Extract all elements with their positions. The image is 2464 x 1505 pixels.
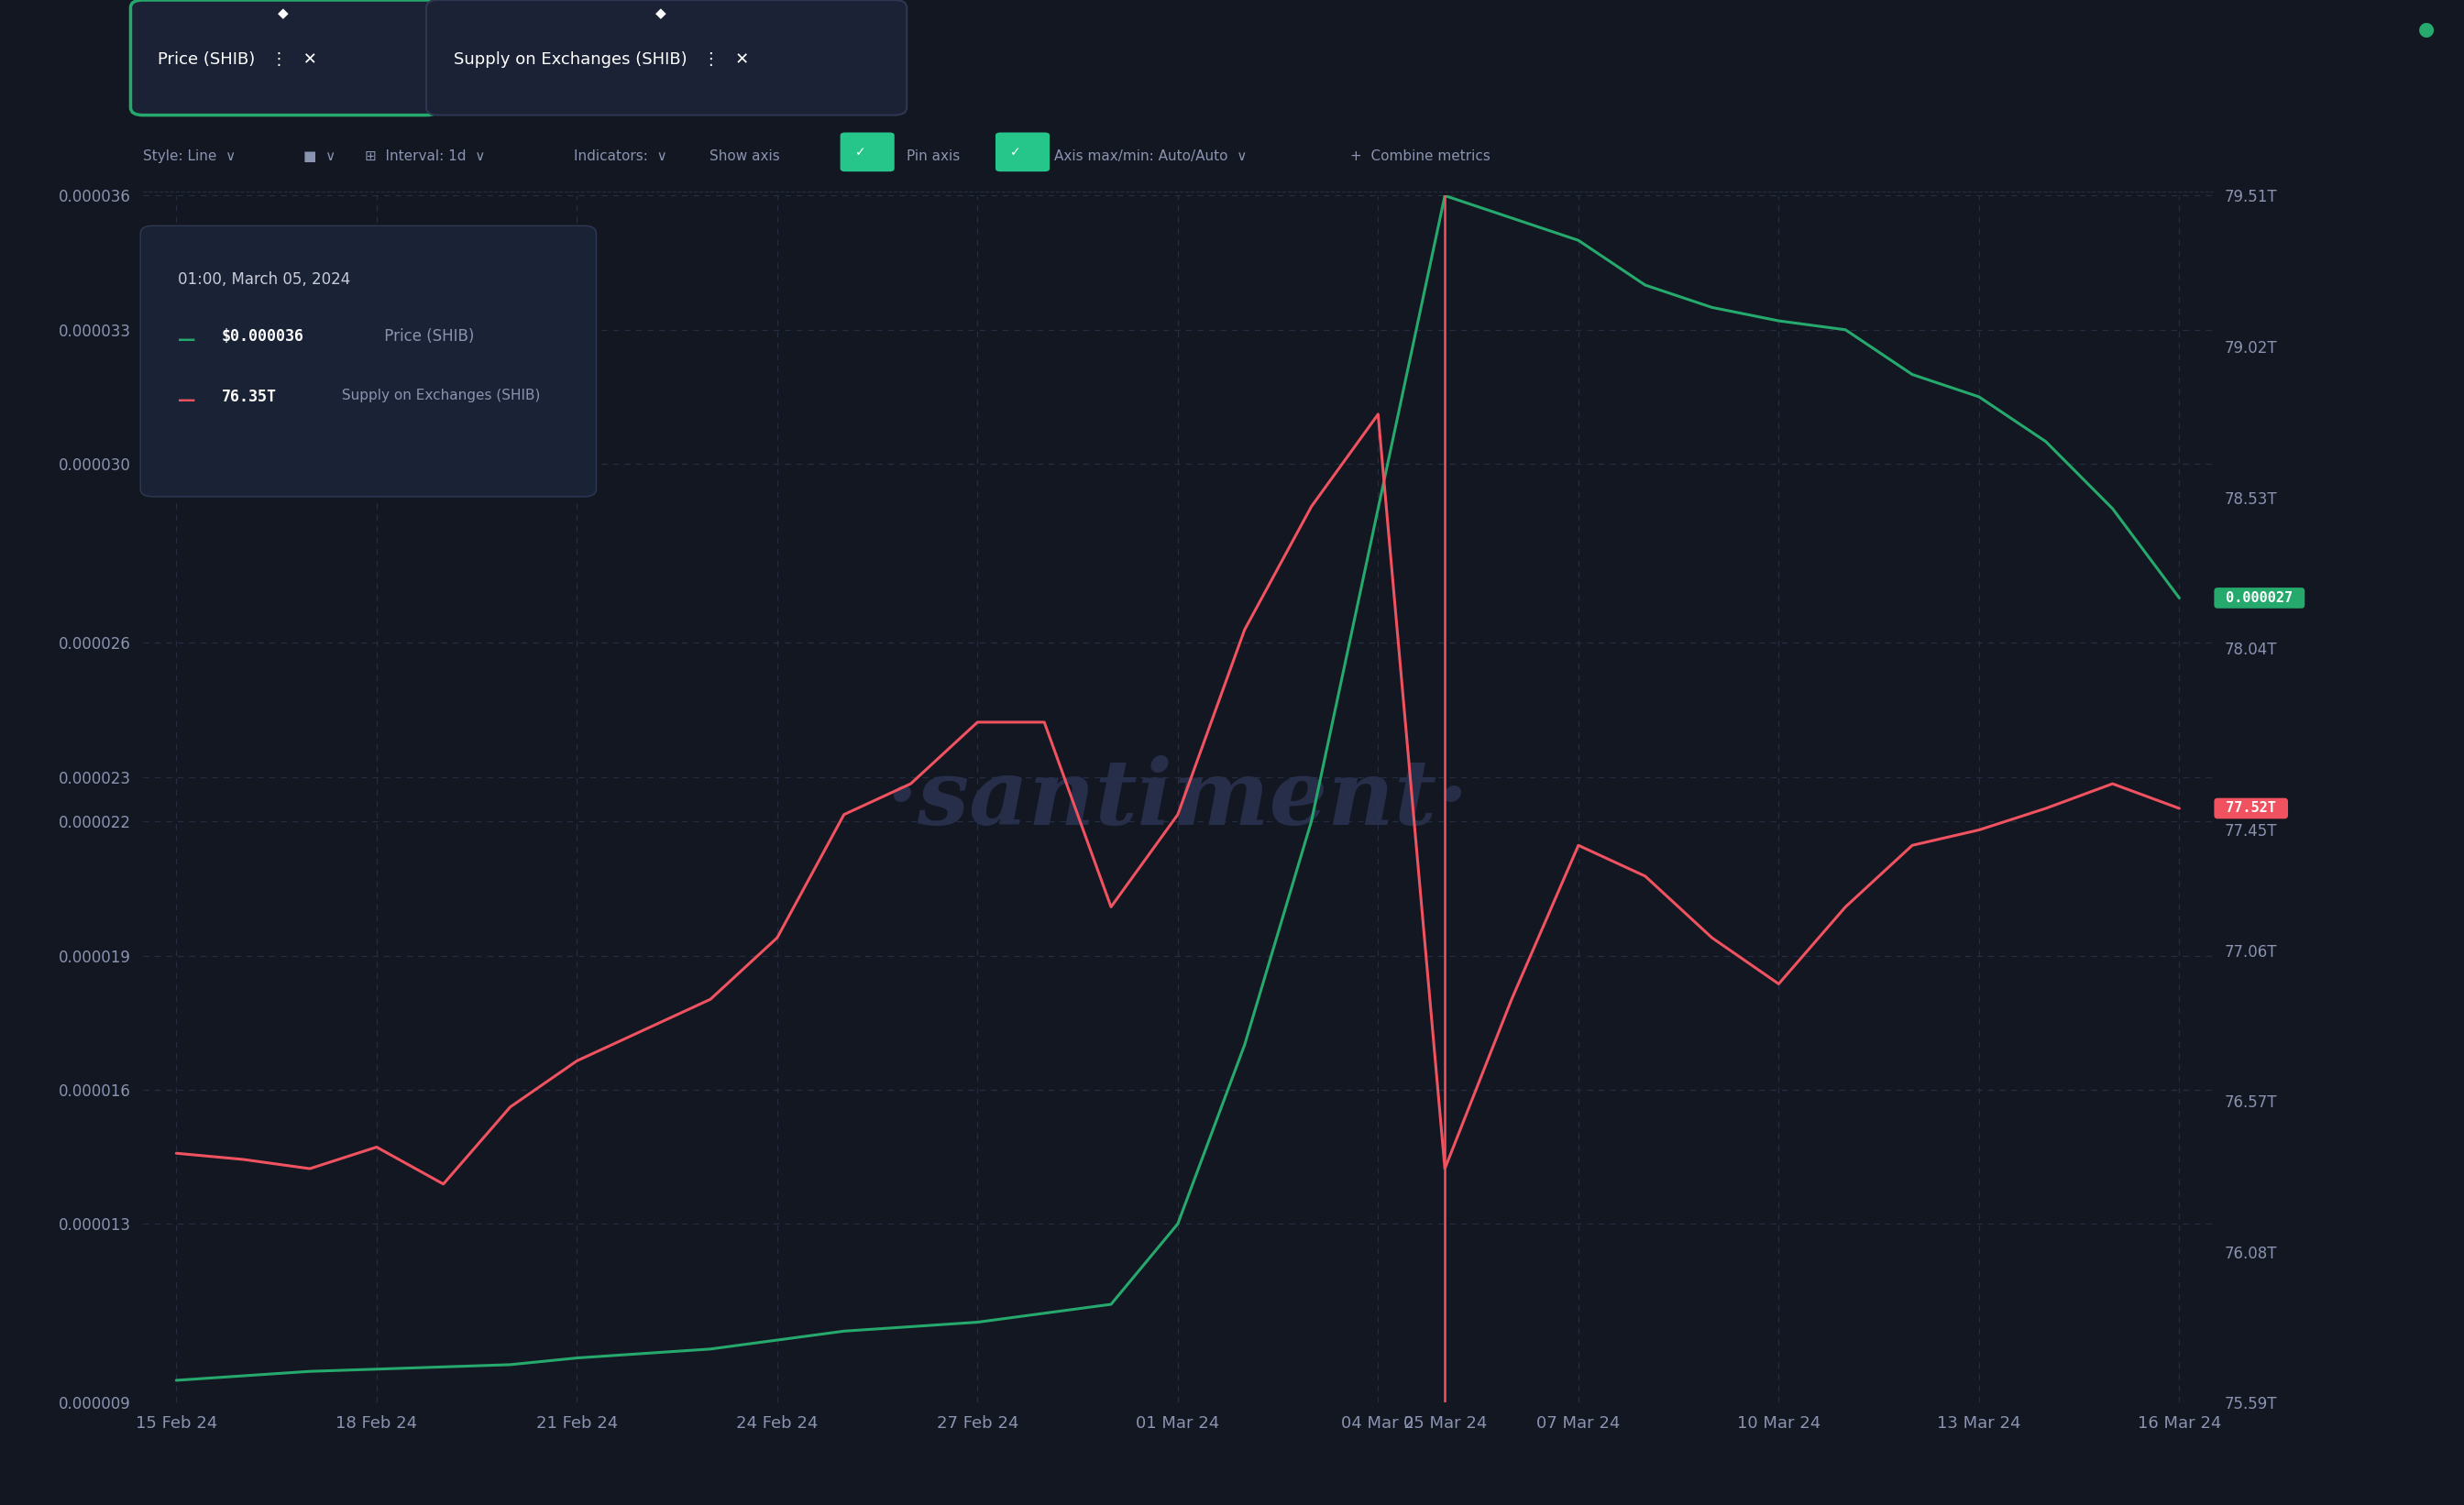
Text: ■  ∨: ■ ∨ [303,149,335,164]
Text: Axis max/min: Auto/Auto  ∨: Axis max/min: Auto/Auto ∨ [1055,149,1247,164]
Text: Price (SHIB)   ⋮   ✕: Price (SHIB) ⋮ ✕ [158,51,318,68]
Text: 76.35T: 76.35T [222,388,276,405]
Text: ⊞  Interval: 1d  ∨: ⊞ Interval: 1d ∨ [365,149,485,164]
Text: +  Combine metrics: + Combine metrics [1350,149,1491,164]
Text: Supply on Exchanges (SHIB)   ⋮   ✕: Supply on Exchanges (SHIB) ⋮ ✕ [453,51,749,68]
Text: Indicators:  ∨: Indicators: ∨ [574,149,668,164]
Text: ●: ● [2417,20,2434,39]
Text: ·santiment·: ·santiment· [887,756,1469,843]
Text: ✓: ✓ [855,146,865,158]
Text: ◆: ◆ [655,8,665,21]
Text: 01:00, March 05, 2024: 01:00, March 05, 2024 [177,271,350,287]
Text: Style: Line  ∨: Style: Line ∨ [143,149,237,164]
Text: 0.000027: 0.000027 [2218,591,2301,605]
Text: Show axis: Show axis [710,149,781,164]
Text: —: — [177,331,195,349]
Text: Price (SHIB): Price (SHIB) [379,328,473,345]
Text: —: — [177,391,195,409]
Text: Pin axis: Pin axis [907,149,961,164]
Text: $0.000036: $0.000036 [222,328,303,345]
Text: Supply on Exchanges (SHIB): Supply on Exchanges (SHIB) [338,388,540,402]
Text: 77.52T: 77.52T [2218,802,2284,816]
Text: ✓: ✓ [1010,146,1020,158]
Text: ◆: ◆ [278,8,288,21]
